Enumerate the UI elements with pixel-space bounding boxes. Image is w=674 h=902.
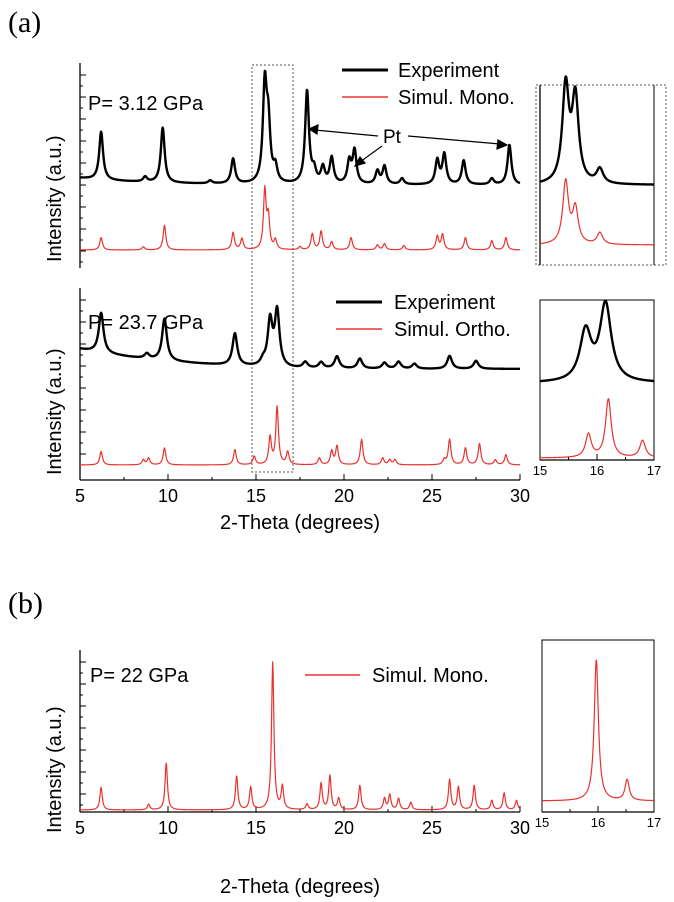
pt-arrow-down <box>359 145 383 163</box>
x-tick-label: 5 <box>75 818 85 838</box>
a-xlabel: 2-Theta (degrees) <box>220 512 380 534</box>
x-tick-label: 15 <box>246 486 266 506</box>
x-tick-label: 10 <box>158 486 178 506</box>
b-legend-simul: Simul. Mono. <box>372 665 489 687</box>
x-tick-label: 30 <box>510 486 530 506</box>
chart-b-inset: 15 16 17 <box>535 639 661 830</box>
inset-frame <box>541 639 655 813</box>
x-tick-label: 17 <box>647 815 661 830</box>
chart-a-bottom-inset: 15 16 17 <box>533 299 661 478</box>
series-simul-mono <box>541 659 655 802</box>
series-experiment <box>538 75 656 186</box>
series-simul-mono <box>79 661 521 811</box>
pt-arrowhead-left <box>307 124 319 136</box>
series-experiment <box>79 304 521 370</box>
x-tick-label: 20 <box>334 818 354 838</box>
a-zoom-region-box <box>251 64 294 473</box>
chart-b: 5 10 15 20 25 30 <box>75 650 530 838</box>
x-tick-label: 15 <box>533 463 547 478</box>
pt-arrow-right <box>407 135 501 145</box>
chart-a-top-inset <box>538 75 656 265</box>
x-tick-label: 15 <box>246 818 266 838</box>
pt-arrow-left <box>314 129 379 137</box>
x-tick-label: 17 <box>647 463 661 478</box>
series-experiment <box>79 69 521 186</box>
x-tick-label: 16 <box>590 463 604 478</box>
panel-b-label: (b) <box>8 587 43 620</box>
pt-arrowhead-right <box>496 139 509 150</box>
x-tick-label: 25 <box>422 818 442 838</box>
series-simul-ortho <box>539 398 655 459</box>
x-tick-label: 30 <box>510 818 530 838</box>
b-ylabel: Intensity (a.u.) <box>44 706 66 833</box>
x-tick-label: 10 <box>158 818 178 838</box>
x-tick-label: 20 <box>334 486 354 506</box>
x-tick-label: 15 <box>535 815 549 830</box>
series-experiment <box>538 299 656 383</box>
chart-a-bottom: 5 10 15 20 25 30 <box>75 288 530 506</box>
series-simul-mono <box>539 177 655 246</box>
b-xlabel: 2-Theta (degrees) <box>220 876 380 898</box>
b-pressure: P= 22 GPa <box>90 665 189 687</box>
a-top-pressure: P= 3.12 GPa <box>88 93 204 115</box>
series-simul-mono <box>79 184 521 251</box>
a-bottom-legend-experiment: Experiment <box>394 292 496 314</box>
x-tick-label: 16 <box>591 815 605 830</box>
a-top-legend-simul: Simul. Mono. <box>398 87 515 109</box>
a-bottom-legend-simul: Simul. Ortho. <box>394 319 511 341</box>
a-inset-dashed-box <box>535 84 667 266</box>
a-top-ylabel: Intensity (a.u.) <box>44 135 66 262</box>
panel-a-label: (a) <box>8 6 41 39</box>
x-tick-label: 5 <box>75 486 85 506</box>
pt-arrows <box>307 124 509 167</box>
a-top-legend-experiment: Experiment <box>398 60 500 82</box>
a-bottom-ylabel: Intensity (a.u.) <box>44 348 66 475</box>
series-simul-ortho <box>79 405 521 466</box>
pt-annotation: Pt <box>383 127 402 148</box>
x-tick-label: 25 <box>422 486 442 506</box>
a-bottom-pressure: P= 23.7 GPa <box>88 312 204 334</box>
chart-a-top <box>79 63 521 268</box>
